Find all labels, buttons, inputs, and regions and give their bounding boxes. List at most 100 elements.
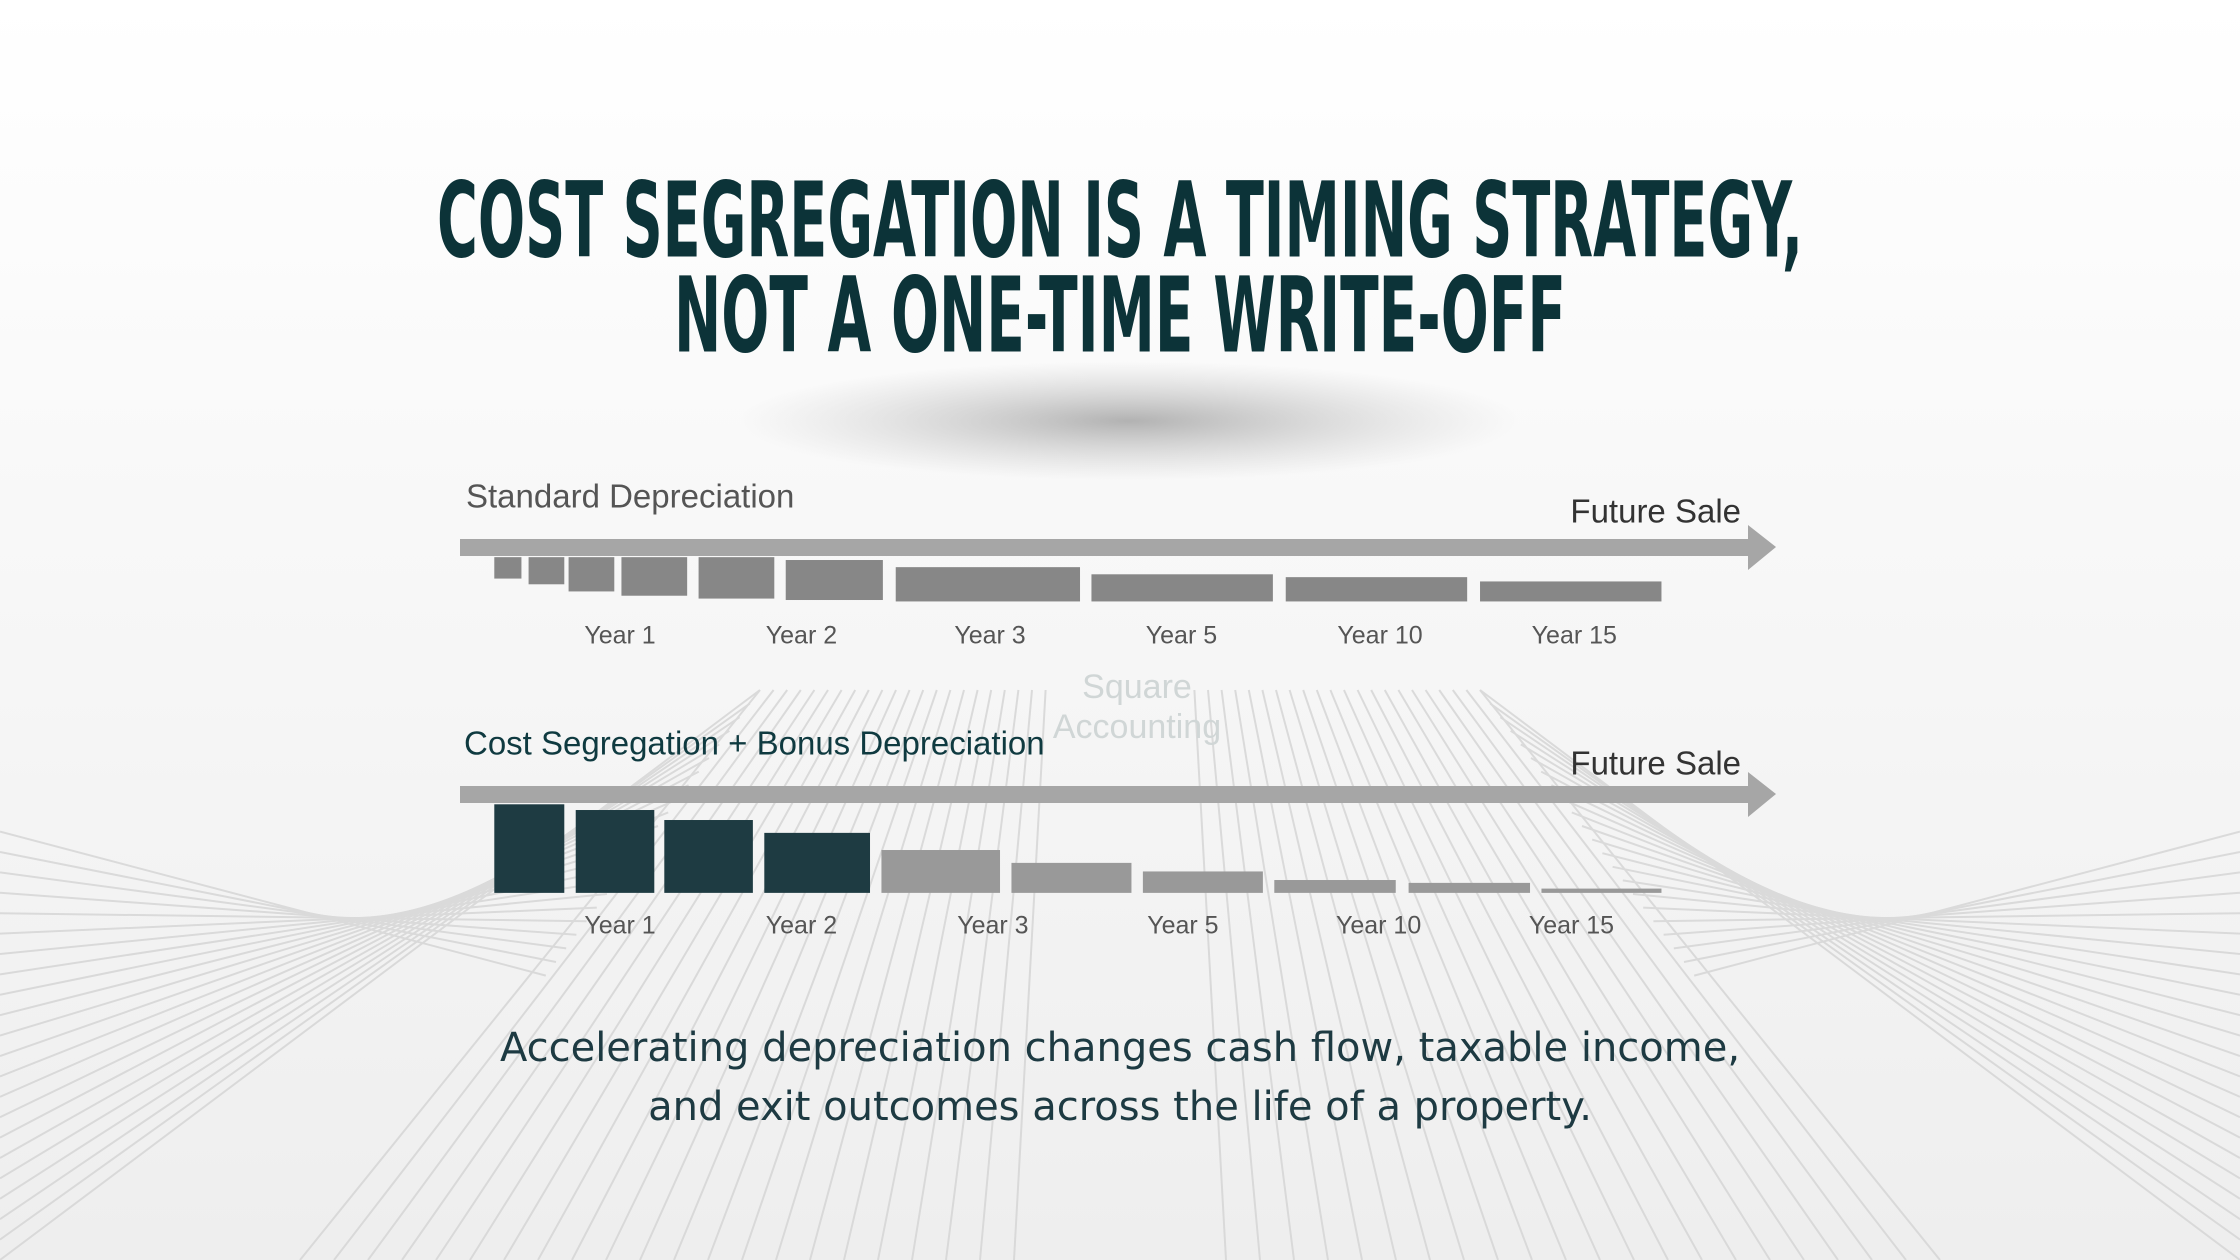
year-label: Year 5	[1147, 912, 1218, 940]
building-line	[639, 689, 897, 1260]
arrow-head	[1748, 772, 1776, 817]
building-line	[809, 689, 965, 1260]
caption-line: Accelerating depreciation changes cash f…	[500, 1025, 1740, 1071]
building-line	[1550, 784, 2240, 1119]
building-line	[1424, 689, 1805, 1260]
building-line	[1540, 770, 2240, 1139]
building-line	[673, 689, 911, 1260]
building-line	[0, 729, 730, 1200]
bar	[1274, 880, 1396, 893]
year-label: Year 2	[766, 622, 837, 650]
building-line	[1465, 689, 1907, 1260]
building-line	[1622, 879, 2240, 976]
building-line	[1520, 743, 2240, 1180]
building-lines	[0, 689, 2240, 1260]
building-line	[1663, 891, 2240, 936]
building-line	[537, 689, 857, 1260]
title-line: NOT A ONE-TIME WRITE-OFF	[674, 254, 1566, 376]
building-line	[333, 689, 775, 1260]
title-line: COST SEGREGATION IS A TIMING STRATEGY,	[437, 159, 1803, 281]
building-line	[401, 689, 802, 1260]
building-line	[1247, 689, 1363, 1260]
year-label: Year 10	[1337, 622, 1422, 650]
building-line	[1013, 689, 1047, 1260]
section-label: Cost Segregation + Bonus Depreciation	[464, 725, 1045, 762]
building-line	[707, 689, 925, 1260]
building-line	[1591, 838, 2240, 1037]
section-label: Standard Depreciation	[466, 478, 794, 515]
bar	[575, 810, 655, 893]
building-line	[1302, 689, 1499, 1260]
building-line	[843, 689, 979, 1260]
watermark: Accounting	[1053, 708, 1221, 746]
building-line	[0, 784, 690, 1119]
building-line	[1261, 689, 1397, 1260]
building-line	[1632, 893, 2240, 955]
building-line	[1234, 689, 1329, 1260]
building-line	[0, 879, 618, 976]
building-line	[1411, 689, 1771, 1260]
bar	[764, 832, 871, 893]
building-line	[299, 689, 761, 1260]
bar	[1285, 577, 1468, 602]
bar	[494, 804, 565, 893]
building-line	[1602, 852, 2240, 1017]
timeline-arrow	[460, 539, 1750, 556]
building-line	[945, 689, 1020, 1260]
watermark: Square	[1082, 668, 1192, 706]
building-line	[1438, 689, 1839, 1260]
building-line	[1479, 689, 2240, 1260]
bar	[1408, 882, 1531, 893]
bar	[621, 557, 688, 596]
arrow-head	[1748, 525, 1776, 570]
caption-line: and exit outcomes across the life of a p…	[648, 1084, 1592, 1130]
building-line	[1383, 689, 1703, 1260]
bar	[881, 850, 1001, 893]
building-line	[0, 912, 587, 923]
bar	[1480, 581, 1662, 602]
building-line	[1315, 689, 1533, 1260]
bar	[1011, 862, 1132, 893]
building-line	[571, 689, 870, 1260]
building-line	[469, 689, 829, 1260]
building-line	[1288, 689, 1465, 1260]
year-label: Year 1	[584, 622, 655, 650]
building-line	[1561, 797, 2240, 1098]
building-line	[1581, 825, 2240, 1057]
bar	[568, 557, 615, 592]
building-line	[0, 830, 547, 977]
building-line	[1275, 689, 1431, 1260]
building-line	[605, 689, 884, 1260]
building-line	[503, 689, 843, 1260]
building-line	[1370, 689, 1669, 1260]
bar	[1541, 888, 1662, 893]
year-label: Year 2	[766, 912, 837, 940]
year-label: Year 5	[1146, 622, 1217, 650]
building-line	[0, 893, 608, 955]
building-line	[1673, 871, 2240, 950]
building-line	[911, 689, 1006, 1260]
bar	[494, 557, 522, 579]
building-line	[1612, 865, 2240, 996]
timeline-arrow	[460, 786, 1750, 803]
building-line	[877, 689, 993, 1260]
year-label: Year 10	[1336, 912, 1421, 940]
building-line	[0, 851, 557, 963]
building-line	[1343, 689, 1601, 1260]
building-line	[1479, 689, 1941, 1260]
building-line	[1643, 906, 2240, 935]
year-label: Year 3	[954, 622, 1025, 650]
building-line	[775, 689, 952, 1260]
building-line	[1693, 830, 2240, 977]
building-line	[1207, 689, 1261, 1260]
building-line	[0, 906, 597, 935]
building-line	[0, 871, 567, 950]
title-shadow	[739, 361, 1519, 481]
building-line	[367, 689, 789, 1260]
bar	[1142, 871, 1263, 893]
bar	[895, 567, 1081, 602]
bar	[785, 560, 883, 601]
